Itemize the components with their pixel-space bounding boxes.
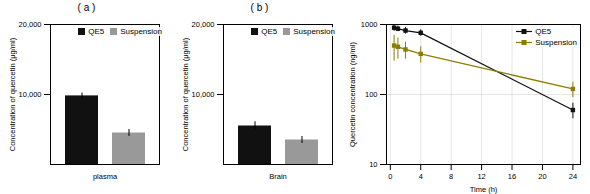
svg-text:10: 10	[369, 160, 377, 169]
html-text:( a ): ( a )	[77, 2, 96, 13]
svg-text:1000: 1000	[361, 20, 378, 29]
svg-text:24: 24	[569, 172, 577, 181]
svg-text:100: 100	[365, 90, 378, 99]
svg-text:0: 0	[388, 172, 392, 181]
svg-text:Concentration of quercetin (μg: Concentration of quercetin (μg/ml)	[8, 37, 17, 151]
svg-text:Time (h): Time (h)	[470, 185, 498, 194]
svg-text:20: 20	[538, 172, 546, 181]
svg-text:16: 16	[508, 172, 516, 181]
svg-text:20,000: 20,000	[192, 20, 215, 29]
svg-text:plasma: plasma	[93, 172, 118, 181]
html-text:Suspension: Suspension	[535, 38, 577, 47]
svg-text:20,000: 20,000	[19, 20, 42, 29]
svg-text:10,000: 10,000	[192, 90, 215, 99]
svg-text:4: 4	[419, 172, 423, 181]
html-text:Suspension: Suspension	[120, 27, 162, 36]
html-text:QE5: QE5	[535, 27, 552, 36]
svg-text:12: 12	[477, 172, 485, 181]
svg-text:Quercetin concentration (ng/ml: Quercetin concentration (ng/ml)	[348, 41, 357, 147]
svg-text:10,000: 10,000	[19, 90, 42, 99]
html-text:Suspension: Suspension	[293, 27, 335, 36]
html-text:QE5: QE5	[88, 27, 105, 36]
html-text:QE5: QE5	[261, 27, 278, 36]
svg-text:8: 8	[449, 172, 453, 181]
svg-text:Brain: Brain	[269, 172, 287, 181]
html-text:( b ): ( b )	[250, 2, 269, 13]
svg-text:Concentration of quercetin (μg: Concentration of quercetin (μg/ml)	[181, 37, 190, 151]
